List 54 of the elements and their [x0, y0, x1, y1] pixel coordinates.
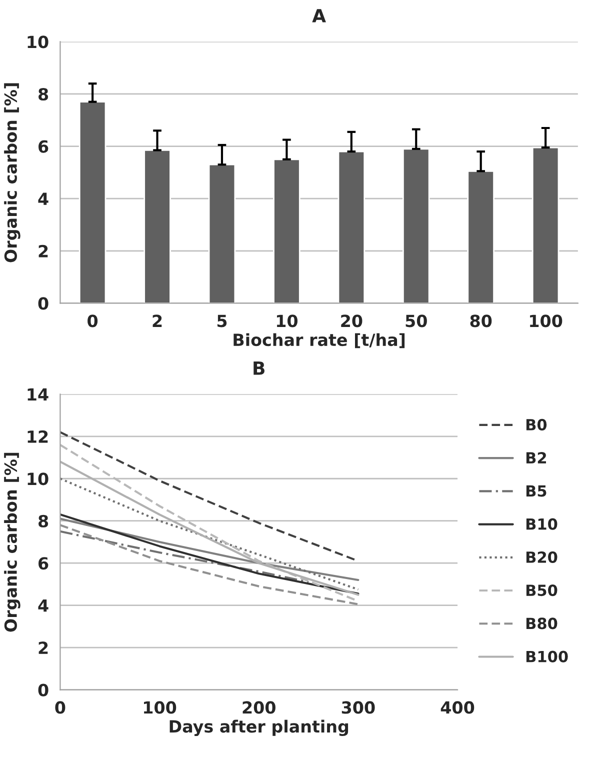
legend-label: B5 — [526, 485, 546, 497]
y-tick-label: 10 — [28, 36, 48, 48]
legend-label: B0 — [526, 418, 547, 430]
x-tick-label: 0 — [55, 701, 66, 714]
x-tick-label: 10 — [276, 314, 298, 328]
y-tick-label: 0 — [38, 684, 48, 696]
y-tick-label: 12 — [28, 430, 48, 443]
x-tick-label: 0 — [88, 314, 98, 328]
bar — [467, 170, 494, 304]
bar — [144, 150, 171, 304]
y-tick-label: 4 — [38, 192, 48, 205]
line-series — [60, 513, 360, 595]
y-tick-label: 8 — [38, 514, 48, 528]
legend-label: B10 — [526, 518, 558, 530]
y-tick-label: 0 — [38, 297, 48, 310]
x-tick-label: 5 — [217, 314, 227, 328]
legend-label: B50 — [526, 584, 558, 596]
y-axis-title: Organic carbon [%] — [4, 83, 20, 262]
line-series — [60, 524, 360, 606]
y-tick-label: 2 — [38, 244, 48, 258]
bar — [338, 150, 366, 304]
chart-title: B — [254, 362, 264, 375]
y-tick-label: 14 — [28, 388, 48, 400]
x-axis-title: Biochar rate [t/ha] — [234, 333, 405, 348]
bar — [78, 101, 106, 304]
x-tick-label: 200 — [242, 701, 276, 714]
x-axis-title: Days after planting — [170, 720, 348, 736]
x-tick-label: 2 — [152, 314, 162, 327]
legend-label: B100 — [526, 650, 568, 662]
legend-label: B2 — [526, 452, 546, 464]
legend-label: B80 — [526, 618, 558, 630]
x-tick-label: 100 — [144, 701, 176, 714]
line-series — [60, 478, 360, 591]
x-tick-label: 20 — [341, 314, 362, 328]
x-tick-label: 300 — [342, 701, 375, 714]
x-tick-label: 400 — [440, 701, 474, 714]
x-tick-label: 100 — [530, 314, 562, 328]
y-tick-label: 8 — [38, 88, 48, 101]
line-series — [60, 518, 360, 582]
y-tick-label: 6 — [38, 140, 48, 153]
y-tick-label: 4 — [38, 600, 48, 612]
legend-label: B20 — [526, 551, 558, 563]
y-axis-title: Organic carbon [%] — [4, 452, 20, 632]
bar — [532, 146, 560, 304]
bar — [273, 158, 300, 304]
y-tick-label: 10 — [28, 472, 48, 486]
bar — [208, 164, 236, 304]
line-series — [60, 530, 310, 584]
x-tick-label: 80 — [470, 314, 492, 328]
y-tick-label: 2 — [38, 642, 48, 654]
bar — [402, 148, 430, 304]
x-tick-label: 50 — [406, 314, 427, 328]
y-tick-label: 6 — [38, 557, 48, 570]
chart-title: A — [312, 9, 326, 22]
